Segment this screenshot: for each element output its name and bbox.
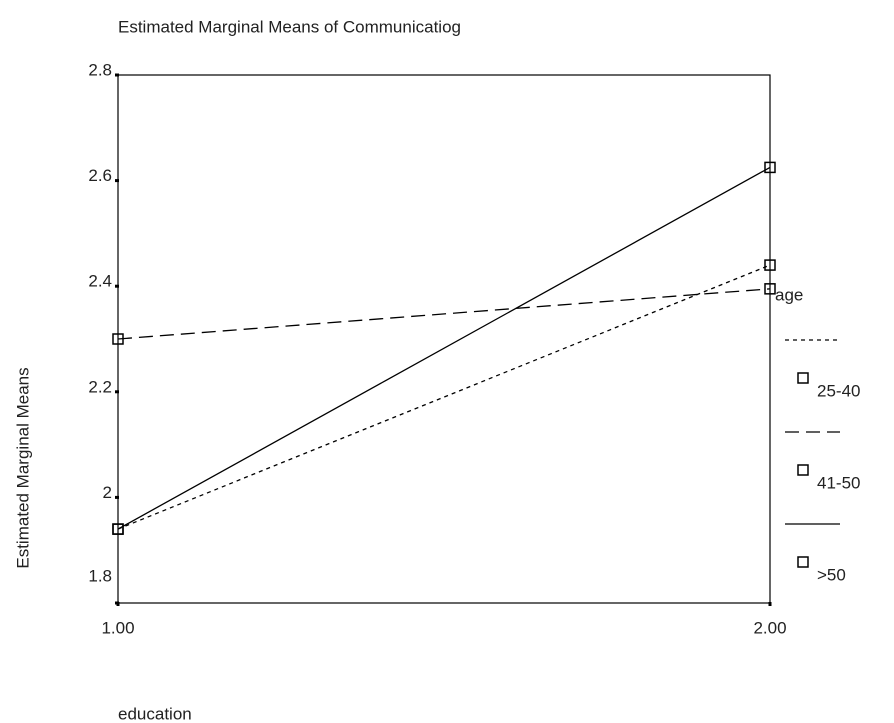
y-tick-label: 1.8 xyxy=(88,566,112,585)
legend-marker xyxy=(797,556,809,568)
legend-label: 41-50 xyxy=(817,473,860,492)
point-marker xyxy=(764,283,776,295)
point-marker xyxy=(112,523,124,535)
chart-title: Estimated Marginal Means of Communicatio… xyxy=(118,17,461,36)
y-tick-label: 2.4 xyxy=(88,272,112,291)
point-marker xyxy=(764,259,776,271)
y-tick-label: 2.6 xyxy=(88,166,112,185)
y-tick-label: 2.8 xyxy=(88,60,112,79)
legend-label: >50 xyxy=(817,565,846,584)
y-tick-label: 2 xyxy=(103,483,112,502)
legend-marker xyxy=(797,464,809,476)
series-line xyxy=(117,166,771,530)
x-tick-label: 2.00 xyxy=(753,618,786,637)
legend-title: age xyxy=(775,285,803,304)
point-marker xyxy=(112,333,124,345)
legend-label: 25-40 xyxy=(817,381,860,400)
series-line xyxy=(117,288,771,340)
x-axis-label: education xyxy=(118,704,192,723)
y-tick-label: 2.2 xyxy=(88,377,112,396)
x-tick-label: 1.00 xyxy=(101,618,134,637)
legend-marker xyxy=(797,372,809,384)
plot-frame xyxy=(117,74,771,604)
point-marker xyxy=(764,161,776,174)
series-line xyxy=(117,264,771,530)
y-axis-label: Estimated Marginal Means xyxy=(13,367,32,568)
